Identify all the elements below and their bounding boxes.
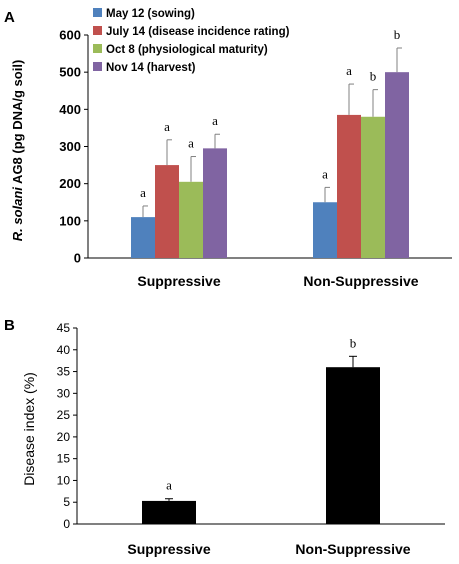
panel-b-letter: B [4,317,15,334]
bar [179,181,203,258]
y-tick-label: 40 [57,343,71,357]
x-category-label: Non-Suppressive [295,541,410,557]
legend-label: Oct 8 (physiological maturity) [106,44,268,56]
legend-label: Nov 14 (harvest) [106,62,196,74]
y-tick-label: 45 [57,321,71,335]
y-tick-label: 400 [59,102,81,117]
significance-letter: a [166,478,172,493]
y-axis-label: R. solani AG8 (pg DNA/g soil) [10,60,25,242]
bar [131,217,155,258]
bar [361,116,385,259]
panel-a-chart: 0 100 200 300 400 500 600 R. solani AG8 (pg DNA… [10,8,452,289]
bar [142,500,196,524]
significance-letter: a [212,113,218,128]
significance-letter: a [164,119,170,134]
bar [337,114,361,259]
y-tick-label: 35 [57,365,71,379]
significance-letter: a [322,166,328,181]
significance-letter: b [350,335,357,350]
significance-letter: b [394,27,401,42]
bar [385,72,409,259]
y-tick-label: 10 [57,473,71,487]
bar [203,148,227,258]
bar [313,202,337,258]
bar [155,165,179,258]
significance-letter: a [188,136,194,151]
y-tick-label: 200 [59,176,81,191]
y-tick-label: 5 [63,495,70,509]
y-tick-label: 300 [59,139,81,154]
legend-swatch [93,44,102,53]
x-category-label: Non-Suppressive [303,273,418,289]
legend-swatch [93,8,102,17]
y-axis-label-italic: R. solani [10,187,25,242]
legend-swatch [93,62,102,71]
y-tick-label: 15 [57,452,71,466]
legend-label: July 14 (disease incidence rating) [106,26,290,38]
y-tick-label: 500 [59,65,81,80]
y-tick-label: 20 [57,430,71,444]
legend-swatch [93,26,102,35]
bar [326,367,380,524]
y-tick-label: 0 [74,251,81,266]
significance-letter: a [346,63,352,78]
y-axis-label-rest: AG8 (pg DNA/g soil) [10,60,25,187]
x-category-label: Suppressive [127,541,210,557]
y-tick-label: 30 [57,386,71,400]
y-tick-label: 600 [59,28,81,43]
y-tick-label: 25 [57,408,71,422]
panel-a-letter: A [4,9,15,26]
significance-letter: b [370,69,377,84]
legend-label: May 12 (sowing) [106,8,195,20]
y-axis-label: Disease index (%) [21,372,37,486]
panel-b-chart: 0 5 10 15 20 25 30 35 40 45 Disease index (%) a Supp… [21,321,445,557]
significance-letter: a [140,185,146,200]
y-tick-label: 100 [59,213,81,228]
y-tick-label: 0 [63,517,70,531]
x-category-label: Suppressive [137,273,220,289]
